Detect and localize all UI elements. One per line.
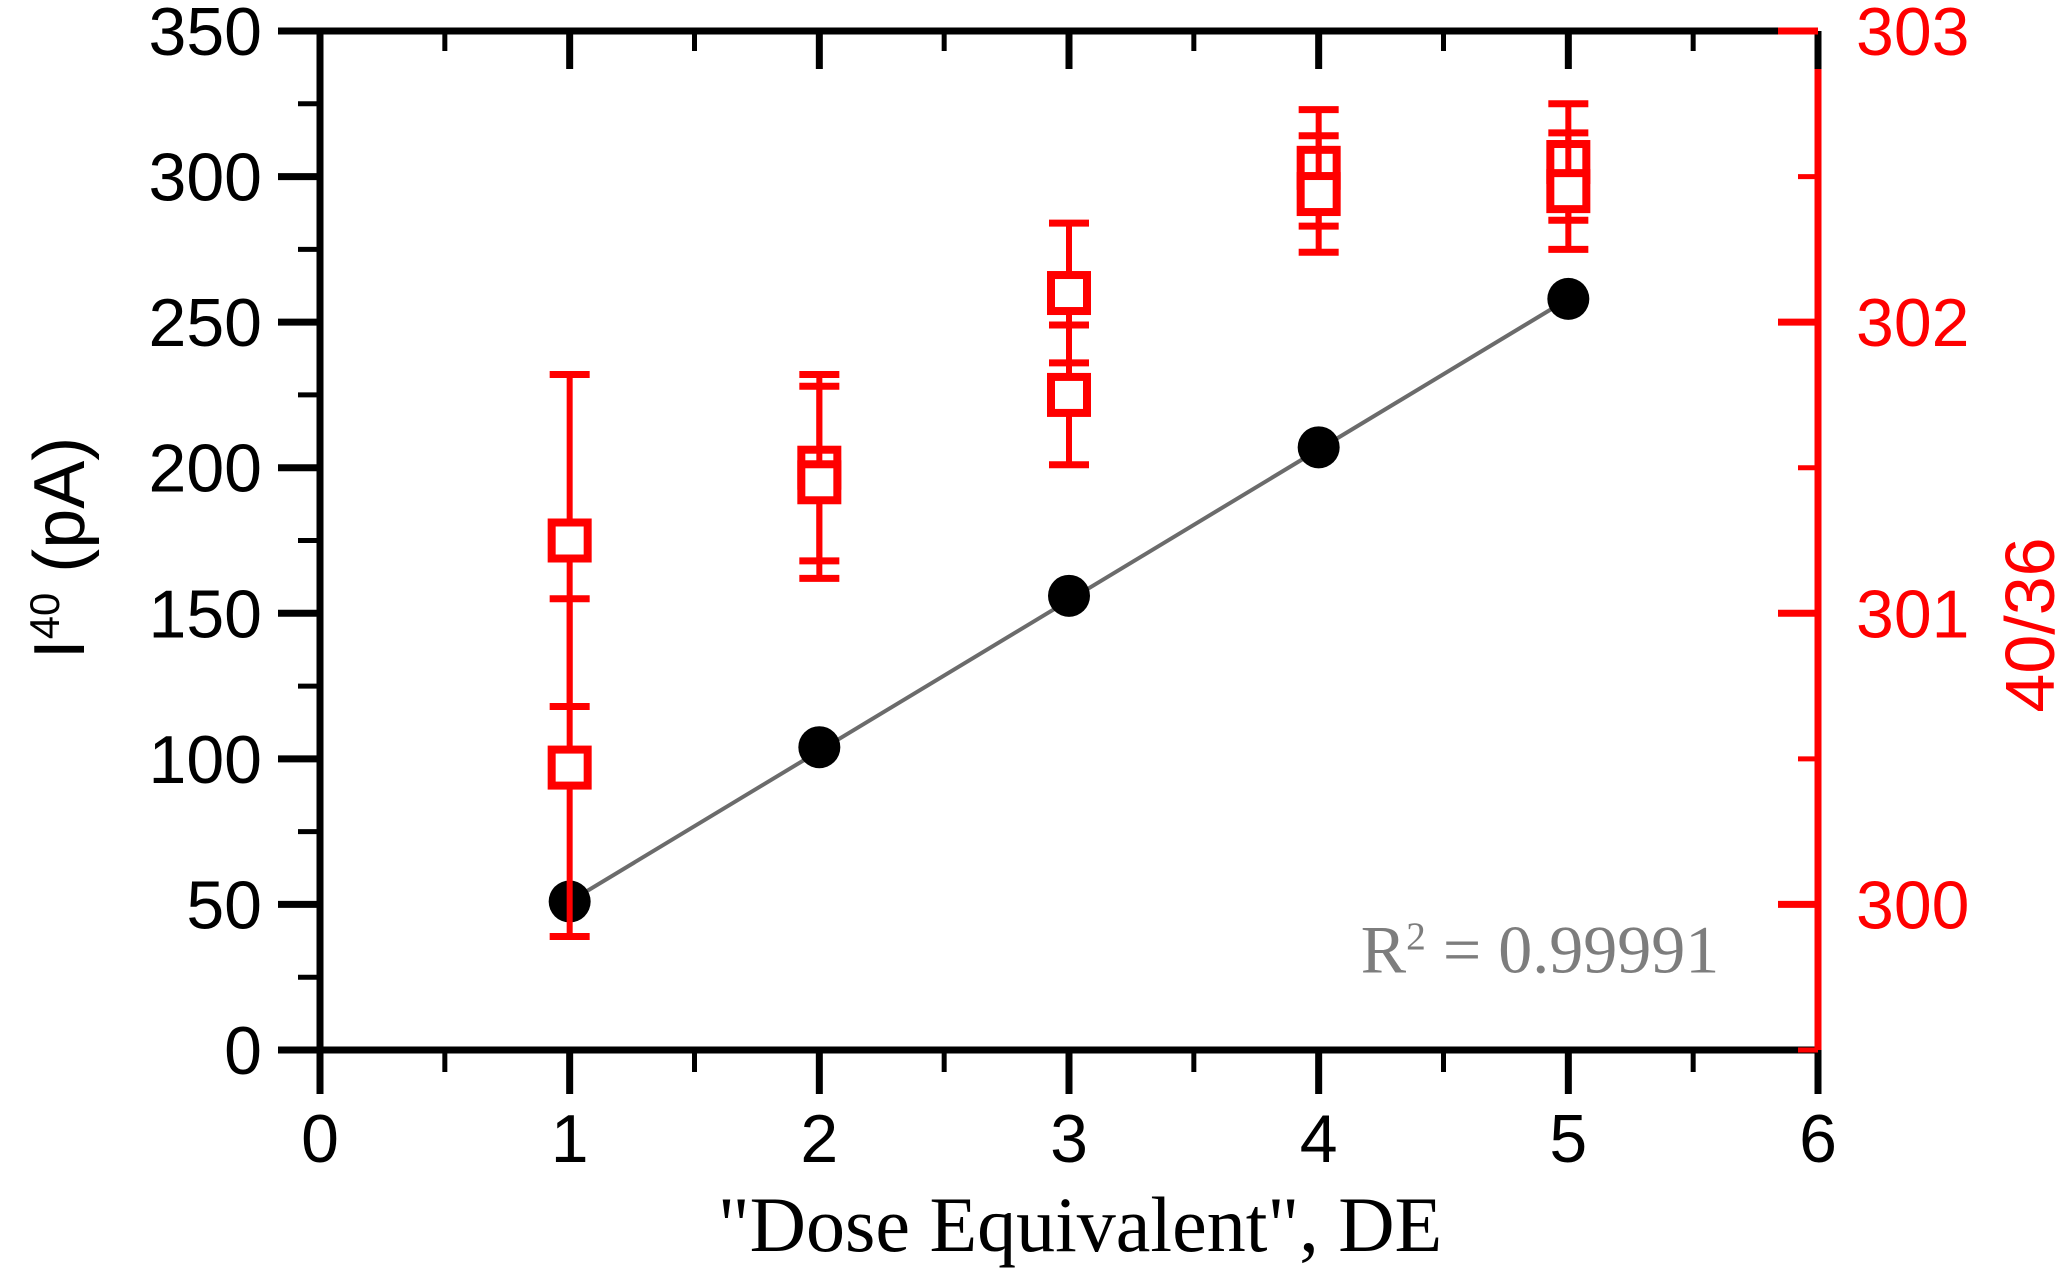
- r-squared-superscript: 2: [1406, 913, 1426, 958]
- r-squared-value: = 0.99991: [1425, 911, 1720, 988]
- left-axis-tick-label: 0: [224, 1013, 262, 1089]
- left-axis-title-unit: (pA): [20, 436, 100, 593]
- data-point-circle: [1547, 277, 1590, 320]
- left-axis-tick-label: 200: [149, 431, 262, 507]
- data-point-square-upper: [1047, 271, 1091, 316]
- data-point-circle: [1048, 574, 1090, 617]
- data-point-square-lower: [797, 460, 842, 505]
- right-axis-tick-label: 303: [1856, 0, 1969, 70]
- x-axis-title: "Dose Equivalent", DE: [717, 1181, 1443, 1268]
- left-axis-title: I40 (pA): [19, 437, 101, 660]
- left-axis-title-base: I: [20, 639, 100, 660]
- right-axis-tick-label: 300: [1856, 867, 1969, 943]
- left-axis-tick-label: 150: [149, 576, 262, 652]
- data-point-square-lower: [1546, 169, 1591, 214]
- data-point-square-lower: [1296, 172, 1341, 217]
- data-point-circle: [1297, 426, 1340, 469]
- data-point-square-lower: [547, 745, 592, 790]
- left-axis-tick-label: 250: [149, 285, 262, 361]
- left-axis-title-superscript: 40: [21, 592, 68, 640]
- left-axis-tick-label: 50: [186, 867, 262, 943]
- x-axis-tick-label: 0: [301, 1101, 339, 1177]
- data-point-square-lower: [1047, 372, 1091, 417]
- x-axis-tick-label: 1: [551, 1101, 589, 1177]
- r-squared-base: R: [1360, 911, 1407, 988]
- data-point-circle: [798, 726, 841, 769]
- x-axis-tick-label: 3: [1050, 1101, 1088, 1177]
- x-axis-tick-label: 4: [1300, 1101, 1338, 1177]
- left-axis-tick-label: 100: [149, 722, 262, 798]
- r-squared-annotation: R2 = 0.99991: [1361, 911, 1719, 990]
- data-point-square-upper: [547, 518, 592, 563]
- left-axis-tick-label: 300: [149, 140, 262, 216]
- right-axis-tick-label: 301: [1856, 576, 1969, 652]
- right-axis-title: 40/36: [1991, 537, 2067, 713]
- left-axis-tick-label: 350: [149, 0, 262, 70]
- x-axis-tick-label: 2: [800, 1101, 838, 1177]
- right-axis-tick-label: 302: [1856, 285, 1969, 361]
- x-axis-tick-label: 5: [1549, 1101, 1587, 1177]
- x-axis-tick-label: 6: [1799, 1101, 1837, 1177]
